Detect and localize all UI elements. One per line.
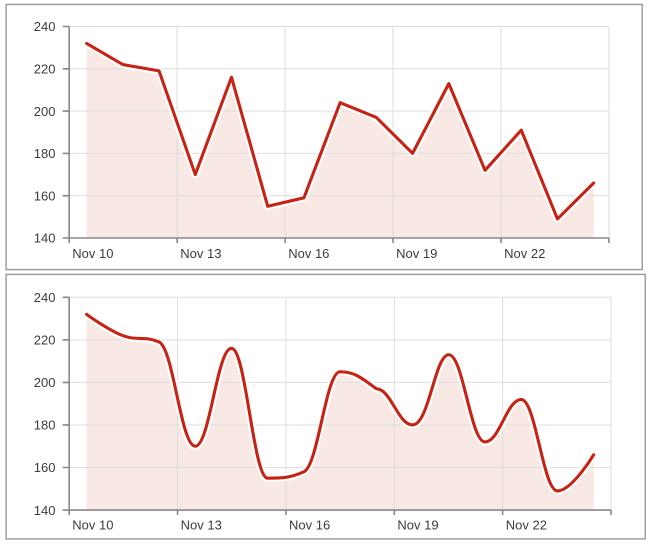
svg-text:Nov 10: Nov 10 (72, 517, 113, 532)
svg-text:200: 200 (34, 104, 56, 119)
svg-text:Nov 16: Nov 16 (288, 246, 329, 261)
svg-text:180: 180 (34, 418, 56, 433)
svg-text:160: 160 (34, 188, 56, 203)
svg-text:Nov 16: Nov 16 (289, 517, 330, 532)
svg-text:140: 140 (34, 503, 56, 518)
svg-text:240: 240 (34, 290, 56, 305)
svg-text:Nov 13: Nov 13 (181, 517, 222, 532)
svg-text:220: 220 (34, 333, 56, 348)
svg-text:Nov 22: Nov 22 (506, 517, 547, 532)
svg-text:Nov 10: Nov 10 (72, 246, 113, 261)
svg-text:240: 240 (34, 19, 56, 34)
svg-text:Nov 19: Nov 19 (396, 246, 437, 261)
svg-text:140: 140 (34, 231, 56, 246)
svg-text:Nov 22: Nov 22 (504, 246, 545, 261)
svg-text:200: 200 (34, 375, 56, 390)
svg-text:Nov 19: Nov 19 (397, 517, 438, 532)
svg-text:220: 220 (34, 62, 56, 77)
svg-text:Nov 13: Nov 13 (180, 246, 221, 261)
svg-text:160: 160 (34, 460, 56, 475)
svg-text:180: 180 (34, 146, 56, 161)
